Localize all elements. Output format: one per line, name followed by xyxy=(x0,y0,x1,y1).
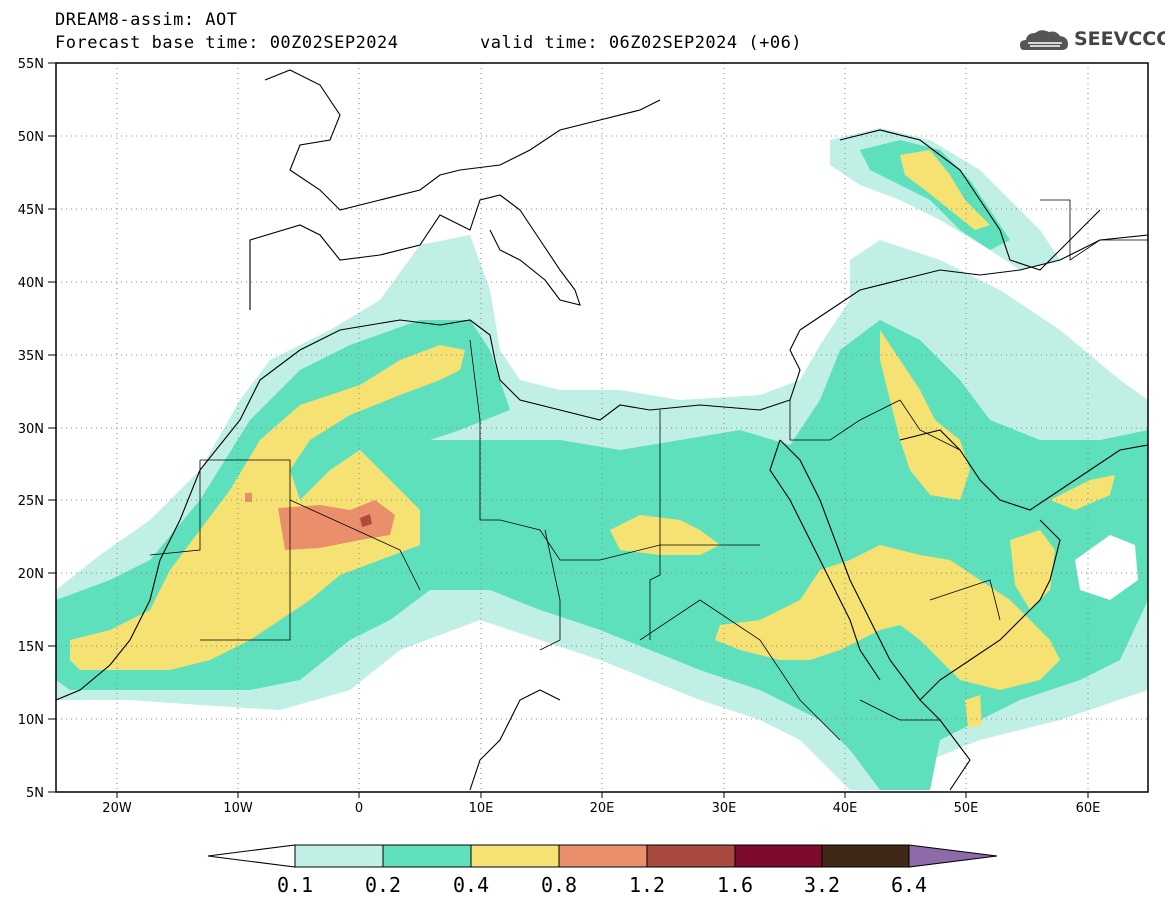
colorbar xyxy=(207,844,998,868)
colorbar-label: 6.4 xyxy=(891,873,927,897)
lat-axis: 55N 50N 45N 40N 35N 30N 25N 20N 15N 10N … xyxy=(18,57,44,801)
aot-gap xyxy=(1075,535,1138,600)
lat-tick: 10N xyxy=(18,713,44,728)
colorbar-label: 0.4 xyxy=(453,873,489,897)
forecast-base-time: Forecast base time: 00Z02SEP2024 xyxy=(55,33,399,53)
colorbar-label: 1.2 xyxy=(629,873,665,897)
colorbar-over-arrow xyxy=(908,844,998,868)
valid-time: valid time: 06Z02SEP2024 (+06) xyxy=(480,33,803,53)
aot-level-red xyxy=(360,514,372,527)
lat-tick: 15N xyxy=(18,640,44,655)
coastlines xyxy=(56,69,1148,791)
colorbar-swatch xyxy=(294,844,384,868)
colorbar-labels: 0.1 0.2 0.4 0.8 1.2 1.6 3.2 6.4 xyxy=(277,873,927,897)
colorbar-label: 3.2 xyxy=(804,873,840,897)
lon-tick: 10E xyxy=(469,801,494,816)
lon-tick: 0 xyxy=(355,801,363,816)
lat-tick: 30N xyxy=(18,422,44,437)
lon-tick: 20W xyxy=(102,801,132,816)
lon-tick: 40E xyxy=(833,801,858,816)
colorbar-swatch xyxy=(821,844,910,868)
lon-tick: 60E xyxy=(1076,801,1101,816)
lat-tick: 25N xyxy=(18,494,44,509)
colorbar-label: 0.1 xyxy=(277,873,313,897)
lat-tick: 20N xyxy=(18,567,44,582)
lon-tick: 20E xyxy=(590,801,615,816)
colorbar-swatch xyxy=(470,844,560,868)
lat-tick: 5N xyxy=(26,786,44,801)
lat-tick: 55N xyxy=(18,57,44,72)
colorbar-swatch xyxy=(734,844,823,868)
colorbar-label: 1.6 xyxy=(717,873,753,897)
map-title: DREAM8-assim: AOT xyxy=(55,10,238,30)
country-borders xyxy=(149,199,1148,741)
colorbar-swatch xyxy=(382,844,472,868)
lat-tick: 40N xyxy=(18,276,44,291)
lat-tick: 35N xyxy=(18,349,44,364)
lat-tick-marks xyxy=(48,62,56,793)
lon-tick: 30E xyxy=(712,801,737,816)
colorbar-swatch xyxy=(646,844,736,868)
lon-tick: 10W xyxy=(223,801,253,816)
lon-tick: 50E xyxy=(954,801,979,816)
logo-text: SEEVCCC xyxy=(1074,28,1165,50)
colorbar-label: 0.2 xyxy=(365,873,401,897)
colorbar-swatch xyxy=(558,844,648,868)
colorbar-under-arrow xyxy=(207,844,296,868)
cloud-logo-icon xyxy=(1020,30,1068,50)
map-grid xyxy=(56,63,1148,792)
lon-axis: 20W 10W 0 10E 20E 30E 40E 50E 60E xyxy=(102,801,1100,816)
lon-tick-marks xyxy=(116,792,1089,798)
lat-tick: 50N xyxy=(18,130,44,145)
lat-tick: 45N xyxy=(18,203,44,218)
colorbar-label: 0.8 xyxy=(541,873,577,897)
